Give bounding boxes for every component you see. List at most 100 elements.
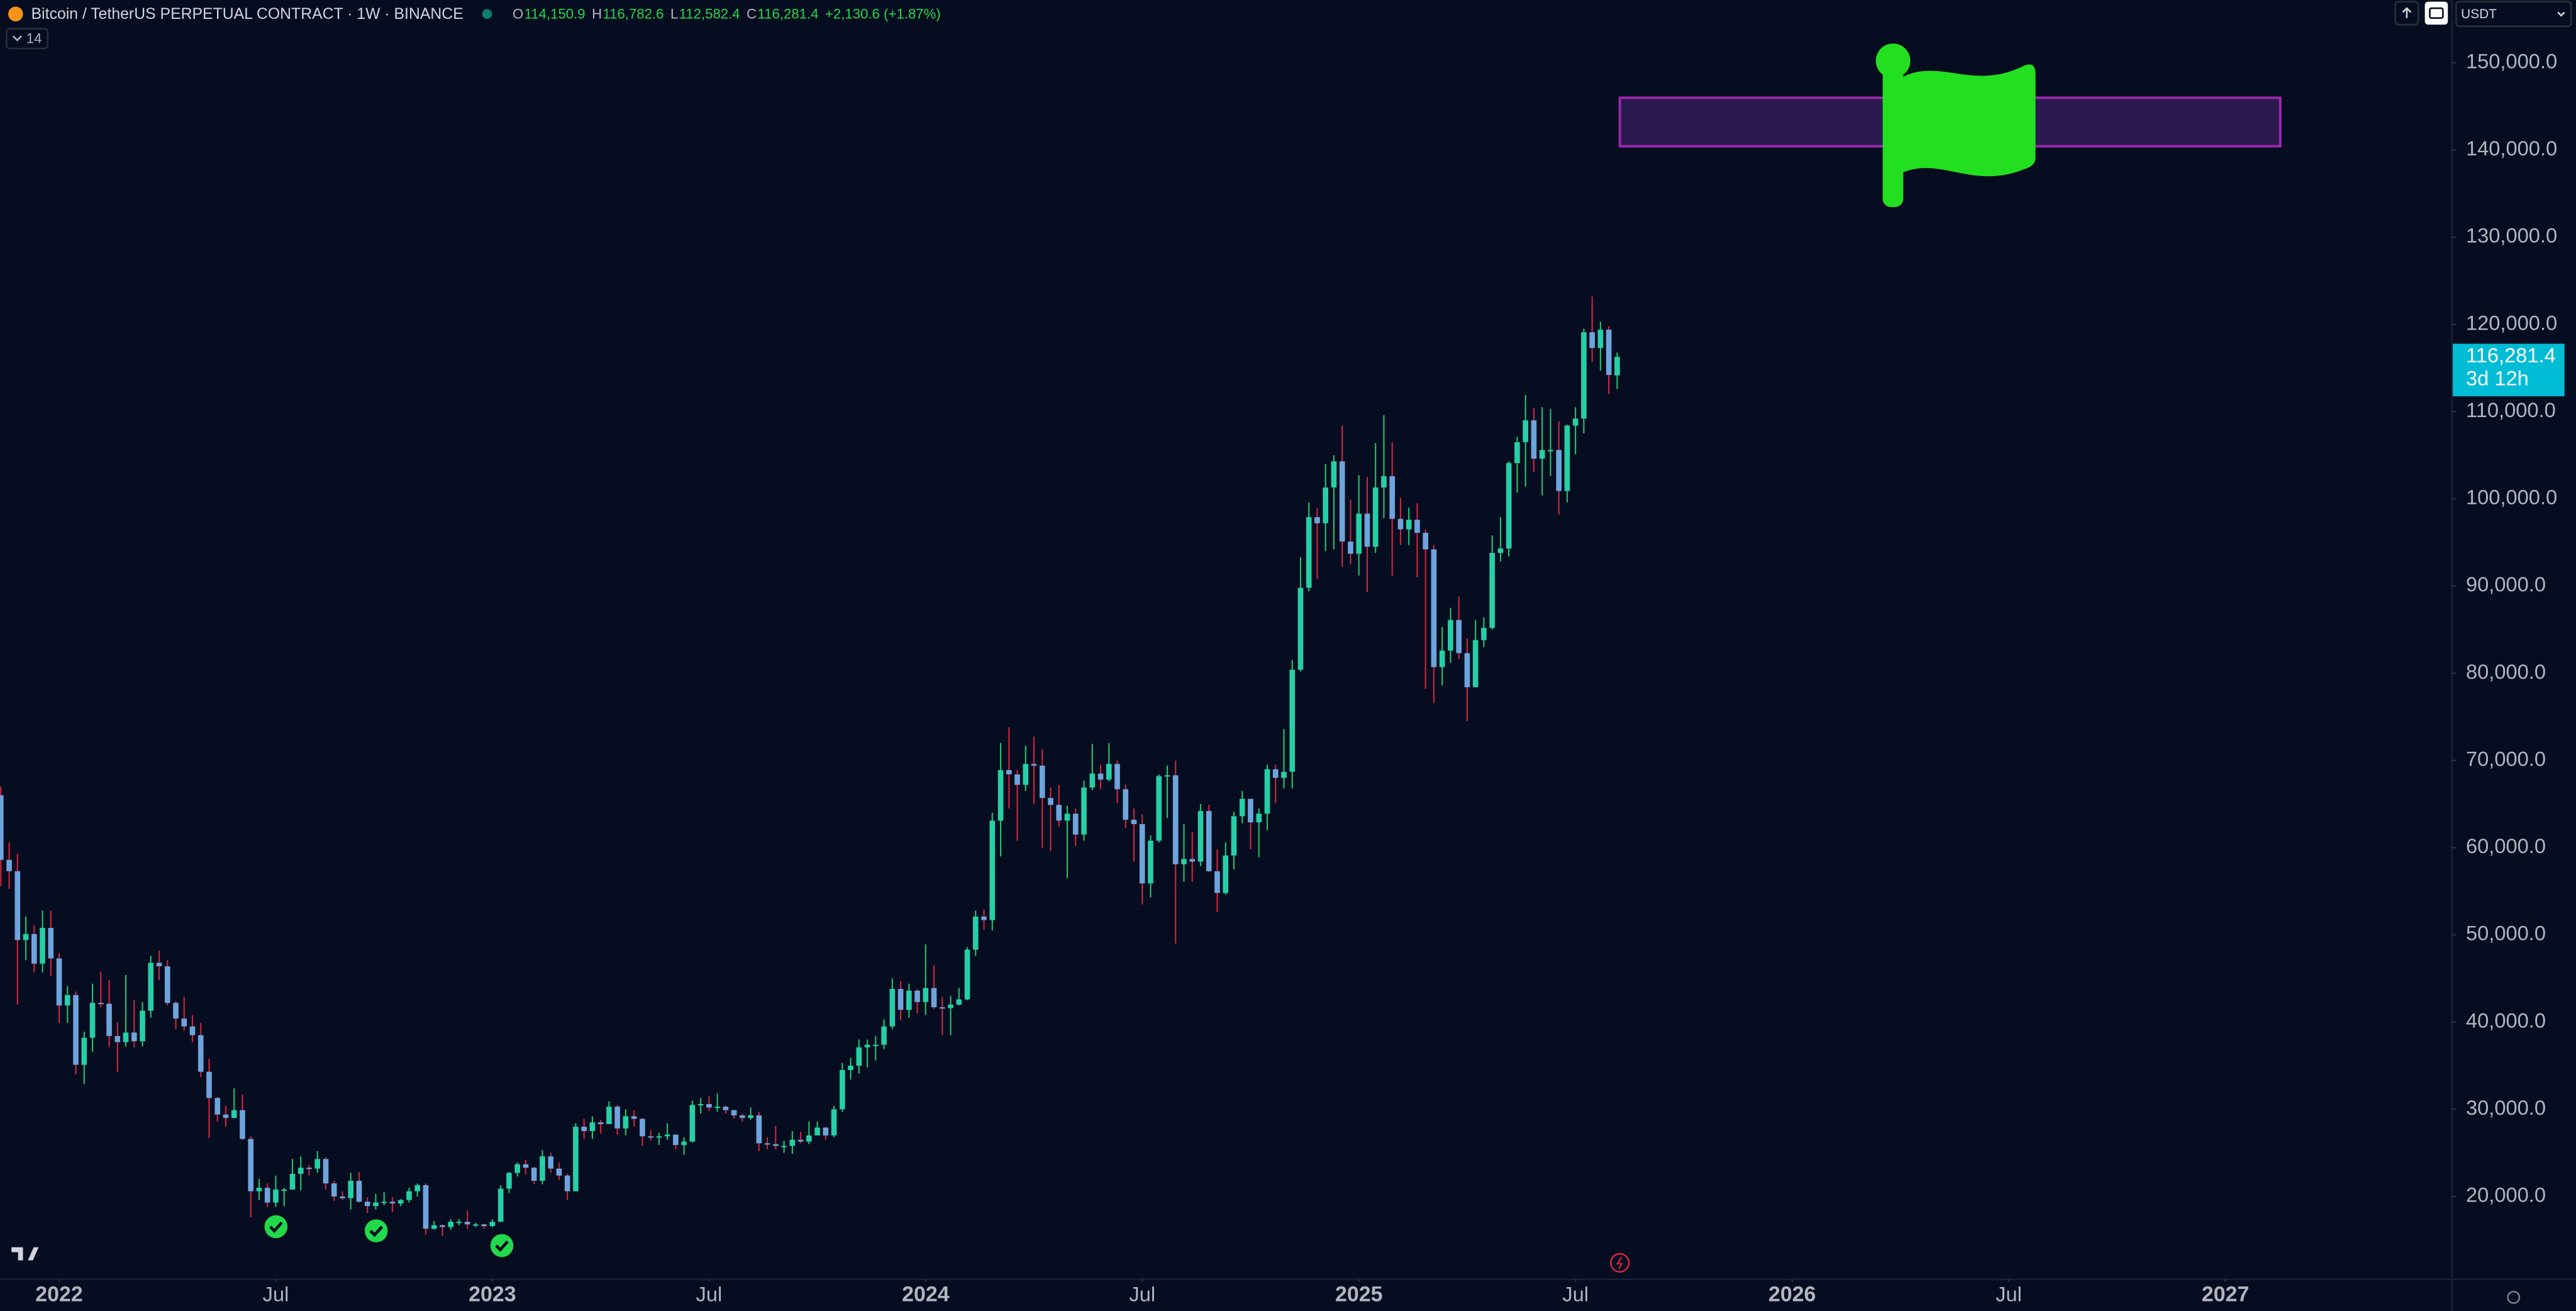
candle-body <box>364 1202 370 1207</box>
candle-body <box>714 1107 720 1108</box>
candle-body <box>114 1035 121 1042</box>
candle-body <box>573 1127 579 1191</box>
ohlc-legend: O 114,150.9 H 116,782.6 L 112,582.4 C 116,281.4… <box>513 6 941 21</box>
candle-body <box>289 1173 296 1190</box>
candle-body <box>1481 628 1487 640</box>
candle-body <box>773 1144 779 1146</box>
candle-body <box>89 1003 96 1038</box>
flag-drawing[interactable] <box>1875 43 2036 208</box>
candle-body <box>1048 798 1053 805</box>
candle-body <box>173 1003 179 1019</box>
candle-body <box>606 1107 612 1124</box>
candle-body <box>1064 813 1070 821</box>
ohlc-label: L <box>670 6 678 21</box>
candle-body <box>540 1156 545 1181</box>
y-tick-label: 60,000.0 <box>2466 834 2546 857</box>
fullscreen-button[interactable] <box>2424 1 2448 25</box>
candle-body <box>781 1146 787 1147</box>
candle-body <box>1214 871 1220 893</box>
chevron <box>12 35 22 42</box>
marker-circle <box>490 1234 514 1258</box>
settings-icon[interactable] <box>2507 1290 2521 1304</box>
candle-body <box>1181 859 1187 864</box>
candle-body <box>856 1047 862 1066</box>
marker-circle <box>364 1219 388 1242</box>
ohlc-label: O <box>513 6 523 21</box>
candle-body <box>389 1202 396 1204</box>
candle-body <box>1289 669 1296 772</box>
x-tick-label: Jul <box>1996 1282 2022 1305</box>
candle-body <box>248 1139 254 1191</box>
candle-body <box>697 1104 704 1106</box>
candle-body <box>164 966 170 1003</box>
market-status <box>482 9 492 20</box>
candle-body <box>923 988 929 1002</box>
candle-body <box>1456 620 1462 654</box>
candle-body <box>1072 813 1079 835</box>
candle-body <box>1081 787 1087 835</box>
candle-body <box>806 1135 812 1142</box>
candle-body <box>564 1175 570 1191</box>
candle-body <box>1523 420 1528 442</box>
candle-body <box>489 1222 496 1227</box>
candle-body <box>431 1225 437 1229</box>
candle-body <box>6 859 12 871</box>
candle-body <box>956 999 962 1005</box>
candle-body <box>197 1035 204 1072</box>
symbol-icon <box>8 6 23 21</box>
symbol-title[interactable]: Bitcoin / TetherUS PERPETUAL CONTRACT · … <box>31 6 464 23</box>
candle-body <box>1089 773 1096 788</box>
candle-body <box>356 1181 362 1202</box>
candle-body <box>589 1122 596 1131</box>
y-tick-label: 140,000.0 <box>2466 137 2557 160</box>
candle-body <box>348 1181 354 1198</box>
y-tick-label: 100,000.0 <box>2466 486 2557 509</box>
candle-body <box>873 1044 879 1046</box>
candle-body <box>731 1110 737 1116</box>
indicators-toggle[interactable] <box>6 28 49 50</box>
ohlc-label: H <box>592 6 602 21</box>
candle-body <box>1256 813 1262 823</box>
candle-body <box>423 1185 429 1229</box>
candle-body <box>56 958 62 1006</box>
candle-body <box>1281 771 1287 778</box>
tradingview-logo[interactable] <box>11 1247 39 1261</box>
ohlc-value: 116,782.6 <box>602 6 663 21</box>
candle-body <box>1389 476 1395 519</box>
x-tick-label: 2023 <box>469 1283 516 1307</box>
candle-body <box>1506 463 1512 549</box>
candle-body <box>440 1225 445 1227</box>
candle-body <box>864 1044 870 1047</box>
candle-body <box>123 1032 129 1042</box>
candle-body <box>1431 549 1437 667</box>
indicators-count[interactable]: 14 <box>26 31 42 47</box>
candle-body <box>1106 764 1112 780</box>
candle-body <box>948 1004 953 1008</box>
candle-body <box>740 1115 745 1119</box>
candle-body <box>1489 552 1495 628</box>
arrow-icon <box>2402 7 2412 18</box>
candle-body <box>1448 620 1453 651</box>
currency-select[interactable] <box>2455 1 2572 28</box>
candle-body <box>1231 816 1237 856</box>
fullscreen-icon <box>2429 7 2444 20</box>
candle-body <box>656 1136 662 1138</box>
candle-body <box>1164 775 1170 777</box>
candle-body <box>223 1114 229 1119</box>
candle-body <box>1248 798 1253 823</box>
candle-body <box>831 1109 837 1135</box>
ohlc-value: 116,281.4 <box>757 6 818 21</box>
events-icon[interactable] <box>1609 1252 1630 1273</box>
candle-body <box>1297 588 1304 670</box>
candle-body <box>848 1066 853 1070</box>
candle-body <box>981 916 987 920</box>
x-tick-label: Jul <box>263 1282 289 1305</box>
countdown-label: 3d 12h <box>2466 366 2529 389</box>
candle-body <box>214 1098 221 1115</box>
candle-body <box>631 1116 637 1119</box>
candle-body <box>1606 330 1612 376</box>
candle-body <box>414 1185 421 1191</box>
flag-cloth <box>1899 64 2036 177</box>
